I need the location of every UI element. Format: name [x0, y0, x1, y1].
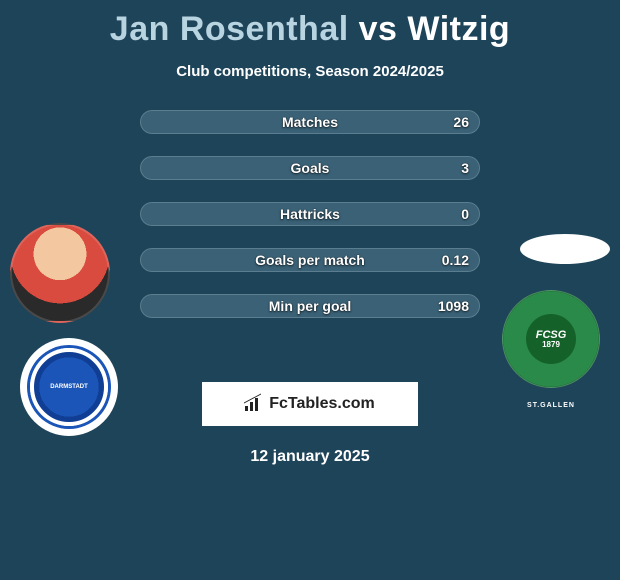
player1-club-badge: DARMSTADT	[20, 338, 118, 436]
player2-name: Witzig	[407, 10, 510, 48]
stat-bar-goals: Goals 3	[140, 156, 480, 180]
player2-avatar	[520, 234, 610, 264]
stat-right-value: 0	[461, 203, 469, 225]
comparison-stage: DARMSTADT FCSG 1879 ST.GALLEN Matches 26…	[0, 110, 620, 370]
stat-label: Goals	[141, 157, 479, 179]
stat-row: Hattricks 0	[140, 202, 480, 226]
stat-right-value: 26	[453, 111, 469, 133]
club-left-label: DARMSTADT	[34, 352, 104, 422]
stat-bar-goals-per-match: Goals per match 0.12	[140, 248, 480, 272]
branding-box: FcTables.com	[202, 382, 418, 426]
subtitle: Club competitions, Season 2024/2025	[0, 63, 620, 80]
stat-bar-hattricks: Hattricks 0	[140, 202, 480, 226]
stat-right-value: 3	[461, 157, 469, 179]
branding-chart-icon	[245, 397, 263, 411]
vs-separator: vs	[359, 10, 398, 48]
player2-club-badge: FCSG 1879 ST.GALLEN	[502, 290, 600, 388]
club-left-crest: DARMSTADT	[30, 348, 108, 426]
stat-row: Goals per match 0.12	[140, 248, 480, 272]
stat-bar-matches: Matches 26	[140, 110, 480, 134]
comparison-title: Jan Rosenthal vs Witzig	[0, 0, 620, 49]
stat-row: Matches 26	[140, 110, 480, 134]
stat-right-value: 1098	[438, 295, 469, 317]
stat-row: Min per goal 1098	[140, 294, 480, 318]
stat-label: Matches	[141, 111, 479, 133]
stat-row: Goals 3	[140, 156, 480, 180]
stat-bar-min-per-goal: Min per goal 1098	[140, 294, 480, 318]
stat-label: Hattricks	[141, 203, 479, 225]
player1-name: Jan Rosenthal	[110, 10, 349, 48]
stat-right-value: 0.12	[442, 249, 469, 271]
club-right-ring-text: ST.GALLEN	[481, 269, 620, 409]
stat-label: Min per goal	[141, 295, 479, 317]
stat-bars: Matches 26 Goals 3 Hattricks 0 Goals per…	[140, 110, 480, 340]
stat-label: Goals per match	[141, 249, 479, 271]
player1-avatar	[10, 223, 110, 323]
snapshot-date: 12 january 2025	[0, 448, 620, 466]
branding-text: FcTables.com	[269, 395, 375, 413]
